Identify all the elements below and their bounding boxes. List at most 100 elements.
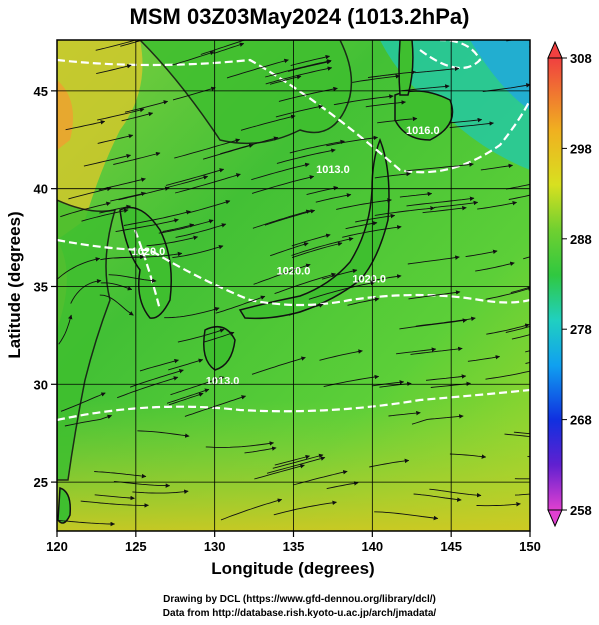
streamline: [113, 151, 161, 165]
streamline: [411, 414, 464, 425]
streamline: [64, 414, 113, 427]
streamline: [172, 50, 215, 66]
streamline: [308, 280, 376, 300]
streamline: [485, 370, 530, 380]
streamline: [480, 163, 514, 171]
colorbar-tick-label: 258: [570, 503, 592, 518]
y-tick-label: 30: [34, 377, 48, 392]
streamline: [120, 40, 145, 47]
streamline: [202, 143, 254, 160]
streamline: [177, 328, 225, 343]
x-tick-label: 150: [519, 539, 541, 554]
streamline: [274, 272, 336, 295]
streamline: [98, 177, 146, 191]
streamline: [135, 40, 143, 42]
contour-1013-south: [57, 388, 530, 422]
streamline: [80, 500, 149, 508]
streamline: [213, 42, 245, 54]
streamline: [425, 374, 467, 381]
streamline: [467, 354, 501, 362]
colorbar-tick-label: 288: [570, 232, 592, 247]
sakhalin: [398, 40, 414, 96]
streamline: [99, 294, 134, 316]
streamline: [319, 349, 363, 361]
streamline: [168, 358, 204, 371]
streamline: [115, 218, 179, 233]
streamline: [407, 255, 460, 265]
streamline: [406, 196, 475, 207]
streamline: [146, 235, 199, 247]
streamline: [396, 347, 437, 355]
streamline: [205, 441, 275, 448]
streamline: [270, 242, 309, 257]
streamline: [369, 458, 410, 468]
contour-1020-center: [57, 238, 530, 307]
colorbar-tick-label: 308: [570, 51, 592, 66]
streamline: [124, 100, 169, 113]
japan-kyushu: [203, 325, 236, 371]
streamline: [265, 59, 332, 78]
contour-1013-north: [57, 58, 530, 174]
streamline: [99, 204, 131, 214]
asia-mainland: [138, 40, 353, 145]
streamline: [265, 66, 333, 85]
streamline: [475, 261, 515, 272]
streamline: [165, 175, 209, 189]
streamline: [374, 171, 411, 179]
streamline: [269, 75, 302, 85]
x-tick-label: 125: [125, 539, 147, 554]
streamline: [97, 134, 134, 144]
cold-region-northeast-core: [470, 40, 530, 110]
contour-1020-west: [133, 229, 162, 311]
streamline: [291, 233, 331, 247]
japan-honshu: [238, 137, 390, 320]
y-axis-label: Latitude (degrees): [5, 211, 24, 358]
streamline: [274, 454, 311, 466]
x-tick-label: 130: [204, 539, 226, 554]
streamline: [347, 297, 380, 306]
streamline: [336, 198, 392, 210]
streamline: [476, 501, 521, 507]
streamline: [326, 135, 379, 147]
streamline: [477, 201, 518, 210]
streamline: [352, 74, 401, 83]
x-axis: 120 125 130 135 140 145 150: [46, 531, 541, 554]
x-tick-label: 120: [46, 539, 68, 554]
contour-label: 1020.0: [352, 274, 386, 286]
streamline: [422, 205, 467, 214]
streamline: [275, 104, 324, 118]
lat-lon-grid: [57, 40, 530, 531]
streamline: [371, 380, 405, 387]
taiwan: [57, 486, 72, 524]
warm-region-northwest: [57, 40, 143, 240]
streamline: [415, 66, 460, 74]
colorbar-bottom-triangle: [547, 509, 563, 528]
pressure-contours: [57, 40, 530, 422]
contour-1016-northeast: [419, 40, 482, 70]
streamline: [485, 286, 530, 300]
streamline: [273, 500, 337, 516]
footer-credit-drawing: Drawing by DCL (https://www.gfd-dennou.o…: [163, 594, 436, 605]
colorbar-tick-label: 268: [570, 413, 592, 428]
streamline: [121, 111, 154, 122]
streamline: [291, 237, 354, 256]
streamline: [401, 84, 450, 92]
streamline: [276, 148, 336, 164]
streamline: [415, 316, 476, 327]
streamline: [289, 139, 345, 154]
colorbar-tick-label: 278: [570, 322, 592, 337]
streamline: [278, 86, 338, 102]
streamline: [513, 431, 530, 435]
streamline: [345, 221, 378, 230]
streamline: [292, 470, 348, 486]
streamline: [96, 64, 132, 75]
streamline: [164, 307, 220, 319]
streamline: [108, 274, 157, 283]
streamline: [123, 210, 191, 226]
streamline: [110, 191, 146, 202]
contour-label: 1016.0: [406, 125, 440, 137]
streamline: [405, 162, 474, 172]
streamline: [240, 114, 296, 131]
streamline: [514, 493, 530, 496]
streamline: [433, 200, 479, 208]
